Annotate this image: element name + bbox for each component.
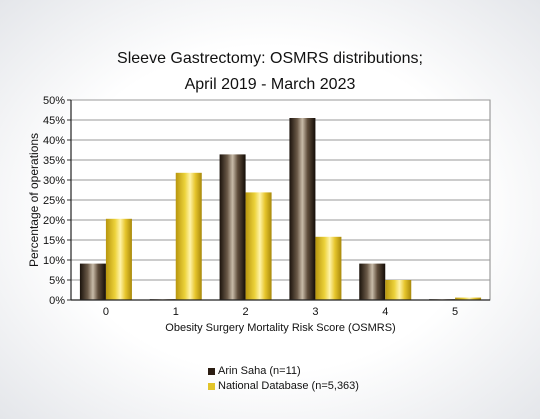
bar-arin-saha: [359, 263, 386, 300]
y-tick-label: 25%: [43, 195, 65, 207]
chart-title-line-2: April 2019 - March 2023: [184, 76, 356, 93]
x-axis-title: Obesity Surgery Mortality Risk Score (OS…: [165, 322, 395, 334]
bar-national-database: [105, 218, 132, 300]
y-tick-label: 0%: [49, 295, 65, 307]
bar-national-database: [385, 280, 412, 300]
bar-arin-saha: [219, 154, 246, 300]
y-tick-label: 40%: [43, 135, 65, 147]
y-tick-label: 30%: [43, 175, 65, 187]
legend-item-arin-saha: Arin Saha (n=11): [208, 364, 359, 378]
bar-national-database: [245, 192, 272, 300]
y-axis-title: Percentage of operations: [27, 133, 41, 267]
bar-national-database: [315, 236, 342, 300]
y-tick-label: 15%: [43, 235, 65, 247]
x-tick-label: 5: [452, 306, 458, 318]
chart-title-line-1: Sleeve Gastrectomy: OSMRS distributions;: [117, 50, 423, 67]
bar-arin-saha: [289, 118, 316, 300]
bar-arin-saha: [79, 263, 106, 300]
legend-swatch-dark: [208, 367, 215, 375]
legend-label: Arin Saha (n=11): [218, 365, 301, 377]
legend: Arin Saha (n=11) National Database (n=5,…: [208, 364, 359, 394]
y-tick-label: 35%: [43, 155, 65, 167]
x-tick-label: 4: [382, 306, 388, 318]
bar-national-database: [455, 297, 482, 300]
y-tick-label: 10%: [43, 255, 65, 267]
x-tick-label: 3: [312, 306, 318, 318]
bar-national-database: [175, 172, 202, 300]
y-tick-label: 20%: [43, 215, 65, 227]
y-tick-label: 50%: [43, 95, 65, 107]
legend-swatch-gold: [208, 382, 215, 390]
y-tick-label: 45%: [43, 115, 65, 127]
legend-item-national-database: National Database (n=5,363): [208, 379, 359, 393]
x-tick-label: 0: [103, 306, 109, 318]
x-tick-label: 2: [243, 306, 249, 318]
legend-label: National Database (n=5,363): [218, 380, 359, 392]
x-tick-label: 1: [173, 306, 179, 318]
y-tick-label: 5%: [49, 275, 65, 287]
